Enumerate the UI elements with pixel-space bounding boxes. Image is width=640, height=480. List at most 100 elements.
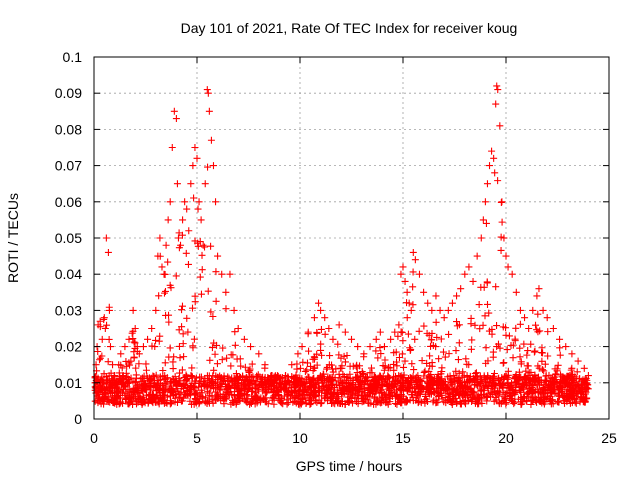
roti-point — [554, 361, 562, 369]
roti-point — [131, 387, 139, 395]
roti-point — [189, 342, 197, 350]
roti-point — [502, 252, 510, 260]
roti-point — [179, 216, 187, 224]
roti-point — [584, 385, 592, 393]
roti-point — [174, 234, 182, 242]
roti-point — [573, 368, 581, 376]
roti-point — [476, 325, 484, 333]
roti-point — [499, 359, 507, 367]
roti-point — [501, 395, 509, 403]
roti-point — [435, 355, 443, 363]
roti-point — [549, 396, 557, 404]
roti-point — [105, 335, 113, 343]
roti-point — [574, 357, 582, 365]
roti-point — [384, 372, 392, 380]
roti-point — [455, 375, 463, 383]
roti-point — [415, 390, 423, 398]
roti-point — [125, 379, 133, 387]
roti-point — [341, 358, 349, 366]
roti-point — [525, 369, 533, 377]
roti-point — [356, 378, 364, 386]
roti-point — [516, 320, 524, 328]
roti-point — [239, 373, 247, 381]
roti-point — [556, 351, 564, 359]
roti-point — [361, 374, 369, 382]
roti-point — [288, 389, 296, 397]
roti-point — [182, 375, 190, 383]
roti-point — [237, 362, 245, 370]
roti-point — [223, 354, 231, 362]
roti-point — [124, 380, 132, 388]
roti-point — [236, 374, 244, 382]
roti-point — [341, 328, 349, 336]
roti-point — [405, 299, 413, 307]
roti-point — [185, 227, 193, 235]
roti-point — [192, 398, 200, 406]
roti-point — [457, 387, 465, 395]
roti-point — [173, 180, 181, 188]
roti-point — [366, 343, 374, 351]
roti-point — [452, 385, 460, 393]
roti-point — [277, 396, 285, 404]
roti-point — [128, 329, 136, 337]
roti-point — [118, 364, 126, 372]
roti-point — [467, 345, 475, 353]
roti-point — [254, 371, 262, 379]
roti-point — [240, 335, 248, 343]
roti-point — [455, 339, 463, 347]
roti-point — [317, 325, 325, 333]
roti-point — [399, 373, 407, 381]
roti-point — [125, 335, 133, 343]
roti-point — [408, 379, 416, 387]
x-tick-label: 10 — [292, 430, 308, 446]
roti-point — [339, 380, 347, 388]
roti-point — [291, 384, 299, 392]
roti-point — [208, 392, 216, 400]
roti-point — [97, 396, 105, 404]
roti-point — [178, 306, 186, 314]
roti-point — [258, 379, 266, 387]
roti-point — [228, 377, 236, 385]
roti-point — [261, 361, 269, 369]
roti-point — [295, 388, 303, 396]
y-axis-label: ROTI / TECUs — [5, 193, 21, 283]
roti-point — [391, 328, 399, 336]
roti-point — [138, 377, 146, 385]
roti-point — [428, 377, 436, 385]
roti-point — [106, 343, 114, 351]
roti-point — [424, 387, 432, 395]
roti-point — [455, 391, 463, 399]
roti-point — [301, 367, 309, 375]
roti-point — [218, 270, 226, 278]
roti-point — [509, 398, 517, 406]
roti-point — [290, 380, 298, 388]
roti-point — [466, 377, 474, 385]
roti-point — [516, 344, 524, 352]
roti-point — [358, 368, 366, 376]
roti-point — [132, 378, 140, 386]
roti-point — [340, 352, 348, 360]
roti-point — [159, 366, 167, 374]
roti-point — [321, 394, 329, 402]
roti-point — [111, 372, 119, 380]
roti-point — [268, 376, 276, 384]
roti-point — [531, 387, 539, 395]
roti-point — [567, 387, 575, 395]
roti-point — [575, 384, 583, 392]
roti-point — [163, 393, 171, 401]
roti-point — [187, 383, 195, 391]
roti-point — [407, 345, 415, 353]
roti-point — [527, 377, 535, 385]
roti-point — [130, 348, 138, 356]
roti-point — [253, 372, 261, 380]
roti-point — [415, 327, 423, 335]
roti-point — [481, 383, 489, 391]
roti-point — [494, 177, 502, 185]
roti-point — [401, 277, 409, 285]
roti-point — [191, 298, 199, 306]
x-tick-label: 5 — [193, 430, 201, 446]
roti-point — [161, 359, 169, 367]
roti-point — [321, 314, 329, 322]
roti-point — [360, 350, 368, 358]
